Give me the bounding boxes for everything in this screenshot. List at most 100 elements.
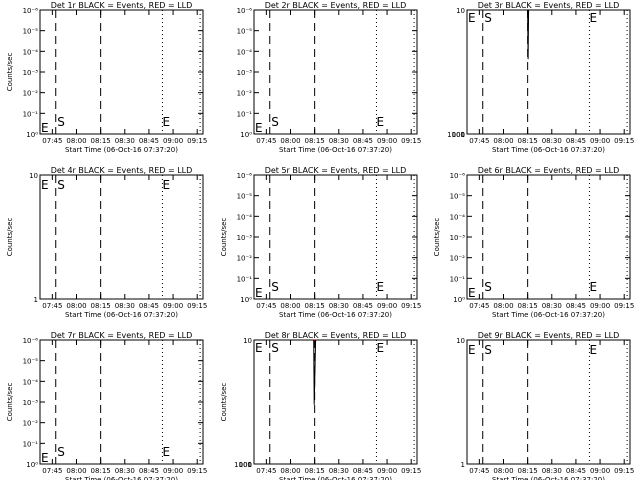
series-events-line (466, 9, 628, 60)
y-axis-label: Counts/sec (6, 53, 14, 92)
x-tick-label: 08:45 (139, 467, 159, 475)
x-tick-label: 07:45 (256, 467, 276, 475)
y-tick-label: 100 (452, 131, 465, 139)
event-marker: E (255, 121, 263, 135)
event-marker: E (589, 11, 597, 25)
event-marker: E (41, 451, 49, 465)
x-tick-label: 08:15 (305, 467, 325, 475)
y-axis-label: Counts/sec (433, 218, 441, 257)
x-tick-label: 08:00 (493, 467, 513, 475)
chart-title: Det 4r BLACK = Events, RED = LLD (51, 166, 193, 175)
x-tick-label: 09:00 (163, 137, 183, 145)
y-tick-label: 1 (34, 296, 38, 304)
y-axis-label: Counts/sec (6, 383, 14, 422)
x-tick-label: 08:15 (91, 137, 111, 145)
event-marker: E (255, 341, 263, 355)
y-tick-label: 10⁻¹ (23, 110, 39, 118)
event-marker: E (468, 343, 476, 357)
y-tick-label: 100 (239, 461, 252, 469)
x-tick-label: 09:00 (163, 302, 183, 310)
x-tick-label: 09:15 (401, 302, 421, 310)
event-marker: S (484, 280, 492, 294)
plot-frame (466, 9, 631, 135)
y-tick-label: 10⁰ (240, 131, 252, 139)
x-tick-label: 07:45 (256, 137, 276, 145)
x-tick-label: 08:45 (566, 467, 586, 475)
y-tick-label: 1 (461, 461, 465, 469)
x-tick-label: 08:15 (305, 302, 325, 310)
y-tick-label: 10⁻¹ (237, 110, 253, 118)
x-tick-label: 09:15 (614, 137, 634, 145)
y-tick-label: 1 (461, 131, 465, 139)
x-tick-label: 07:45 (42, 467, 62, 475)
y-tick-label: 10⁻⁴ (23, 48, 39, 56)
event-marker: S (484, 343, 492, 357)
x-tick-label: 09:15 (614, 302, 634, 310)
event-marker: E (162, 445, 170, 459)
y-tick-label: 10⁻⁶ (237, 7, 253, 15)
x-axis-label: Start Time (06-Oct-16 07:37:20) (65, 476, 178, 480)
event-marker: E (162, 178, 170, 192)
event-marker: E (255, 286, 263, 300)
y-tick-label: 10⁻³ (237, 69, 253, 77)
x-tick-label: 08:15 (91, 467, 111, 475)
y-tick-label: 10⁻¹ (23, 440, 39, 448)
event-marker: S (57, 115, 65, 129)
event-marker: S (271, 341, 279, 355)
x-tick-label: 09:00 (377, 467, 397, 475)
x-tick-label: 09:15 (187, 467, 207, 475)
event-marker: E (376, 341, 384, 355)
chart-panel-4: Det 4r BLACK = Events, RED = LLD 1 10 07:45… (6, 166, 207, 319)
y-tick-label: 10⁻² (23, 420, 39, 428)
chart-panel-2: Det 2r BLACK = Events, RED = LLD 10⁰ 10⁻¹ 1… (237, 1, 422, 154)
x-tick-label: 08:30 (115, 302, 135, 310)
chart-panel-5: Det 5r BLACK = Events, RED = LLD 10⁰ 10⁻¹ 1… (220, 166, 421, 319)
chart-title: Det 1r BLACK = Events, RED = LLD (51, 1, 193, 10)
chart-title: Det 9r BLACK = Events, RED = LLD (478, 331, 620, 340)
y-tick-label: 1000 (447, 131, 465, 139)
y-axis-label: Counts/sec (220, 218, 228, 257)
plot-frame (466, 339, 631, 465)
x-tick-label: 08:45 (566, 302, 586, 310)
y-tick-label: 10⁰ (26, 461, 38, 469)
x-tick-label: 09:15 (187, 137, 207, 145)
x-tick-label: 09:00 (590, 137, 610, 145)
x-tick-label: 09:00 (590, 467, 610, 475)
y-tick-label: 10⁻⁵ (23, 28, 39, 36)
event-marker: E (41, 178, 49, 192)
x-tick-label: 08:15 (518, 467, 538, 475)
x-tick-label: 09:00 (590, 302, 610, 310)
x-tick-label: 08:45 (139, 137, 159, 145)
x-tick-label: 08:45 (139, 302, 159, 310)
y-tick-label: 10 (456, 337, 465, 345)
chart-title: Det 3r BLACK = Events, RED = LLD (478, 1, 620, 10)
x-tick-label: 08:15 (518, 137, 538, 145)
y-tick-label: 10 (243, 337, 252, 345)
x-tick-label: 08:30 (329, 467, 349, 475)
chart-panel-3: Det 3r BLACK = Events, RED = LLD 1 10 10010… (447, 1, 634, 154)
x-tick-label: 08:00 (66, 137, 86, 145)
x-tick-label: 07:45 (256, 302, 276, 310)
x-axis-label: Start Time (06-Oct-16 07:37:20) (492, 311, 605, 319)
x-tick-label: 08:15 (91, 302, 111, 310)
x-tick-label: 09:00 (377, 137, 397, 145)
x-tick-label: 09:00 (377, 302, 397, 310)
y-tick-label: 10⁻⁶ (23, 7, 39, 15)
x-tick-label: 08:45 (353, 467, 373, 475)
event-marker: S (57, 445, 65, 459)
event-marker: E (162, 115, 170, 129)
x-tick-label: 09:15 (614, 467, 634, 475)
x-tick-label: 09:15 (401, 137, 421, 145)
chart-title: Det 7r BLACK = Events, RED = LLD (51, 331, 193, 340)
y-tick-label: 1 (248, 461, 252, 469)
y-tick-label: 10⁻¹ (450, 275, 466, 283)
x-tick-label: 08:30 (329, 302, 349, 310)
event-marker: E (589, 280, 597, 294)
x-tick-label: 08:30 (115, 137, 135, 145)
x-tick-label: 09:15 (187, 302, 207, 310)
y-tick-label: 10⁻⁵ (450, 193, 466, 201)
event-marker: S (271, 280, 279, 294)
y-tick-label: 1000 (234, 461, 252, 469)
chart-panel-8: Det 8r BLACK = Events, RED = LLD 1 10 10010… (220, 331, 421, 480)
